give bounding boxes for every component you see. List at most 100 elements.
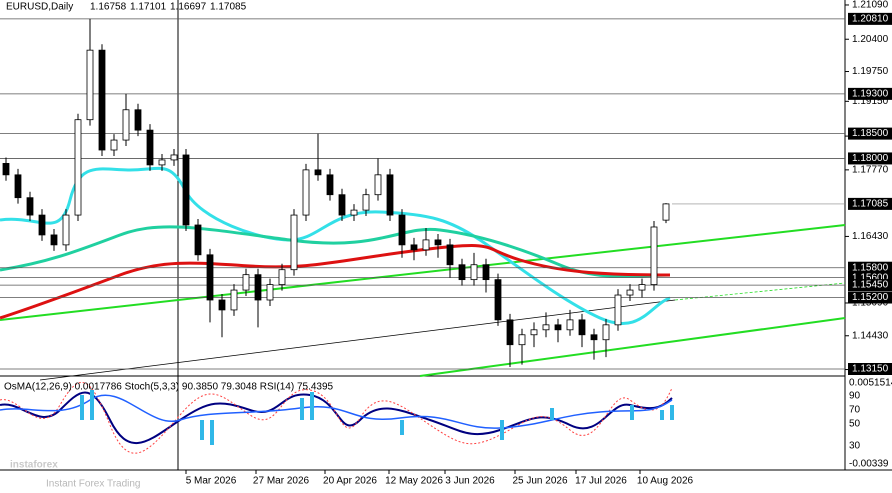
indicator-title: OsMA(12,26,9) 0.0017786 Stoch(5,3,3) 90.… [4,382,334,393]
candle-body [194,224,202,256]
rsi [0,394,673,429]
candle-body [662,203,670,221]
indicator-tick-label: 0.0051514 [849,378,892,389]
candle-body [434,239,442,246]
header-price: 1.16758 [90,2,127,13]
x-tick-label: 17 Jul 2026 [575,476,627,487]
moving-average [0,243,671,320]
candle-body [566,319,574,331]
level-box [848,279,892,292]
decor [0,0,892,471]
trend-line [419,317,846,377]
x-tick-label: 3 Jun 2026 [445,476,495,487]
candle-body [2,163,10,176]
trend-line [674,282,846,301]
level-label: 1.13150 [852,364,889,375]
level-label: 1.19300 [852,89,889,100]
level-box [848,291,892,304]
candle-body [182,154,190,226]
candle-body [578,319,586,336]
level-box [848,12,892,25]
chart-title: EURUSD,Daily [6,2,73,13]
level-box [848,261,892,274]
candle-body [170,154,178,161]
header-price: 1.17085 [210,2,247,13]
candle-body [398,214,406,246]
y-tick-label: 1.19150 [852,96,889,107]
y-tick-label: 1.16430 [852,231,889,242]
trend-line [39,299,676,381]
candle-body [218,299,226,311]
y-tick-label: 1.21090 [852,0,889,11]
candle-body [530,329,538,336]
y-tick-label: 1.14430 [852,330,889,341]
candle-body [650,226,658,286]
candle-body [110,139,118,151]
x-tick-label: 25 Jun 2026 [512,476,567,487]
candle-body [422,239,430,251]
level-label: 1.15450 [852,280,889,291]
candle-body [494,279,502,321]
candle-body [122,109,130,141]
level-label: 1.15800 [852,262,889,273]
x-tick-label: 27 Mar 2026 [253,476,310,487]
moving-average [0,225,671,278]
candle-body [74,119,82,216]
y-tick-label: 1.17770 [852,165,889,176]
candle-body [638,284,646,291]
watermark-sub: Instant Forex Trading [46,479,141,490]
indicator-tick-label: 70 [849,405,861,416]
candle-body [374,174,382,196]
current-price-label: 1.17085 [852,199,889,210]
candle-body [626,289,634,296]
candle-body [386,174,394,216]
candle-body [14,174,22,199]
candle-body [230,289,238,311]
candle-body [506,319,514,346]
level-box [848,152,892,165]
level-box [848,87,892,100]
level-label: 1.18500 [852,128,889,139]
candle-body [410,244,418,251]
x-tick-label: 20 Apr 2026 [323,476,377,487]
candle-body [278,269,286,286]
candle-body [290,214,298,271]
candle-body [350,209,358,216]
trend-line [0,224,846,321]
x-tick-label: 12 May 2026 [385,476,443,487]
level-label: 1.15600 [852,272,889,283]
candle-body [602,324,610,341]
candle-body [446,244,454,266]
y-tick-label: 1.19750 [852,66,889,77]
candle-body [590,334,598,341]
stochastic-signal [0,382,673,454]
candle-body [362,194,370,211]
candle-body [542,324,550,331]
candle-body [158,159,166,166]
candle-body [326,174,334,196]
candle-body [242,274,250,291]
candle-body [518,334,526,346]
candle-body [26,197,34,216]
candle-body [134,109,142,131]
candle-body [458,264,466,281]
header-price: 1.17101 [130,2,167,13]
candle-body [254,274,262,301]
candle-body [338,194,346,216]
candle-body [314,169,322,176]
current-price-box [848,197,892,210]
candle-body [62,214,70,246]
level-box [848,363,892,375]
indicator-tick-label: 30 [849,441,861,452]
candle-body [614,294,622,326]
candle-body [470,264,478,281]
level-label: 1.20810 [852,14,889,25]
candle-body [98,49,106,151]
x-tick-label: 5 Mar 2026 [186,476,237,487]
candle-body [554,324,562,331]
header-price: 1.16697 [170,2,207,13]
x-tick-label: 10 Aug 2026 [637,476,694,487]
level-box [848,127,892,140]
candle-body [206,254,214,301]
